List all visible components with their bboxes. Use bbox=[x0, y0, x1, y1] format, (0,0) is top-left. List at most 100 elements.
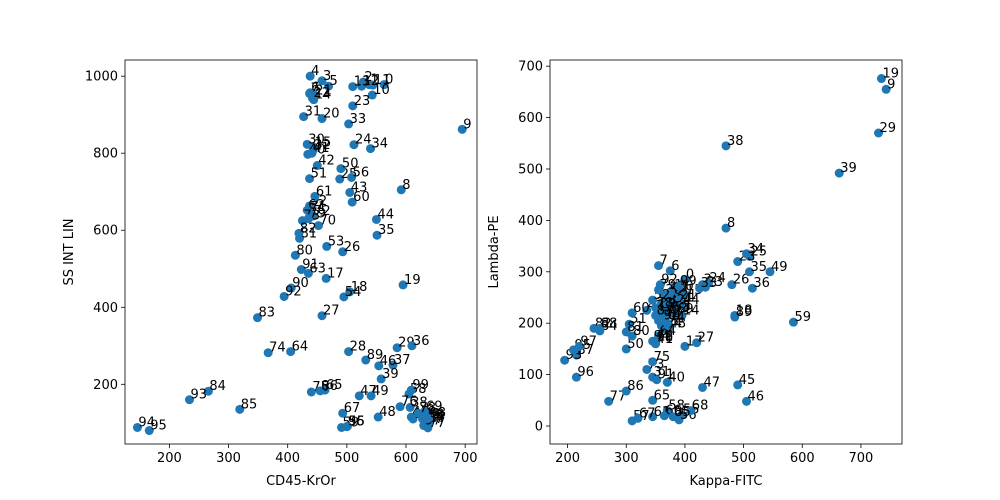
scatter-point bbox=[317, 114, 327, 124]
x-tick-label: 200 bbox=[555, 451, 580, 466]
point-label: 8 bbox=[402, 178, 410, 193]
y-tick-label: 600 bbox=[518, 111, 543, 126]
scatter-point bbox=[413, 408, 423, 418]
point-label: 65 bbox=[326, 378, 343, 393]
point-label: 15 bbox=[315, 135, 332, 150]
scatter-point bbox=[294, 228, 304, 238]
scatter-point bbox=[235, 404, 245, 414]
scatter-point bbox=[680, 341, 690, 351]
scatter-point bbox=[366, 391, 376, 401]
point-label: 77 bbox=[429, 416, 446, 431]
point-label: 78 bbox=[419, 401, 436, 416]
scatter-point bbox=[621, 344, 631, 354]
plot-frame bbox=[124, 59, 478, 445]
point-label: 29 bbox=[880, 121, 897, 136]
point-label: 79 bbox=[309, 207, 326, 222]
point-label: 39 bbox=[382, 367, 399, 382]
point-label: 69 bbox=[426, 399, 443, 414]
point-label: 88 bbox=[601, 316, 618, 331]
x-axis-label: CD45-KrOr bbox=[266, 474, 336, 489]
scatter-point bbox=[315, 386, 325, 396]
point-label: 49 bbox=[372, 384, 389, 399]
y-tick-label: 500 bbox=[518, 162, 543, 177]
point-label: 37 bbox=[394, 353, 411, 368]
scatter-point bbox=[296, 265, 306, 275]
point-label: 76 bbox=[401, 395, 418, 410]
scatter-point bbox=[306, 387, 316, 397]
point-label: 41 bbox=[313, 141, 330, 156]
scatter-point bbox=[321, 273, 331, 283]
point-label: 30 bbox=[308, 132, 325, 147]
scatter-point bbox=[642, 364, 652, 374]
scatter-point bbox=[651, 310, 661, 320]
scatter-point bbox=[788, 317, 798, 327]
point-label: 83 bbox=[259, 306, 276, 321]
scatter-point bbox=[354, 391, 364, 401]
point-label: 81 bbox=[627, 320, 644, 335]
point-label: 17 bbox=[327, 266, 344, 281]
point-label: 67 bbox=[344, 401, 361, 416]
scatter-point bbox=[348, 101, 358, 111]
scatter-point bbox=[662, 377, 672, 387]
scatter-point bbox=[680, 290, 690, 300]
point-label: 8 bbox=[727, 216, 735, 231]
scatter-point bbox=[658, 316, 668, 326]
point-label: 40 bbox=[668, 370, 685, 385]
scatter-point bbox=[742, 249, 752, 259]
point-label: 33 bbox=[701, 276, 718, 291]
scatter-point bbox=[357, 81, 367, 91]
point-label: 85 bbox=[241, 397, 258, 412]
scatter-point bbox=[307, 148, 317, 158]
point-label: 51 bbox=[311, 167, 328, 182]
scatter-point bbox=[347, 172, 357, 182]
point-label: 92 bbox=[285, 284, 302, 299]
scatter-point bbox=[361, 355, 371, 365]
x-tick-label: 300 bbox=[216, 451, 241, 466]
point-label: 0 bbox=[686, 268, 694, 283]
point-label: 34 bbox=[748, 242, 765, 257]
point-label: 79 bbox=[660, 278, 677, 293]
point-label: 14 bbox=[683, 303, 700, 318]
point-label: 80 bbox=[633, 324, 650, 339]
scatter-point bbox=[423, 413, 433, 423]
scatter-point bbox=[574, 341, 584, 351]
scatter-point bbox=[392, 343, 402, 353]
point-label: 98 bbox=[429, 406, 446, 421]
y-tick-label: 100 bbox=[518, 368, 543, 383]
point-label: 91 bbox=[302, 258, 319, 273]
point-label: 18 bbox=[351, 280, 368, 295]
scatter-point bbox=[406, 412, 416, 422]
point-label: 68 bbox=[692, 399, 709, 414]
scatter-point bbox=[286, 283, 296, 293]
scatter-point bbox=[407, 341, 417, 351]
scatter-point bbox=[310, 191, 320, 201]
point-label: 75 bbox=[654, 350, 671, 365]
scatter-point bbox=[302, 139, 312, 149]
point-label: 34 bbox=[372, 137, 389, 152]
point-label: 47 bbox=[704, 375, 721, 390]
scatter-point bbox=[344, 119, 354, 129]
point-label: 12 bbox=[363, 74, 380, 89]
scatter-point bbox=[648, 357, 658, 367]
point-label: 67 bbox=[639, 406, 656, 421]
x-axis-label: Kappa-FITC bbox=[690, 474, 763, 489]
scatter-point bbox=[648, 412, 658, 422]
point-label: 6 bbox=[671, 259, 679, 274]
point-label: 99 bbox=[680, 274, 697, 289]
scatter-point bbox=[395, 402, 405, 412]
scatter-point bbox=[733, 380, 743, 390]
scatter-point bbox=[680, 275, 690, 285]
point-label: 27 bbox=[698, 331, 715, 346]
scatter-point bbox=[834, 168, 844, 178]
scatter-point bbox=[655, 280, 665, 290]
scatter-point bbox=[692, 338, 702, 348]
point-label: 89 bbox=[367, 348, 384, 363]
scatter-point bbox=[348, 82, 358, 92]
point-label: 74 bbox=[269, 341, 286, 356]
scatter-point bbox=[305, 174, 315, 184]
point-label: 83 bbox=[657, 303, 674, 318]
point-label: 92 bbox=[661, 273, 678, 288]
scatter-point bbox=[665, 287, 675, 297]
scatter-point bbox=[727, 280, 737, 290]
point-label: 43 bbox=[351, 180, 368, 195]
